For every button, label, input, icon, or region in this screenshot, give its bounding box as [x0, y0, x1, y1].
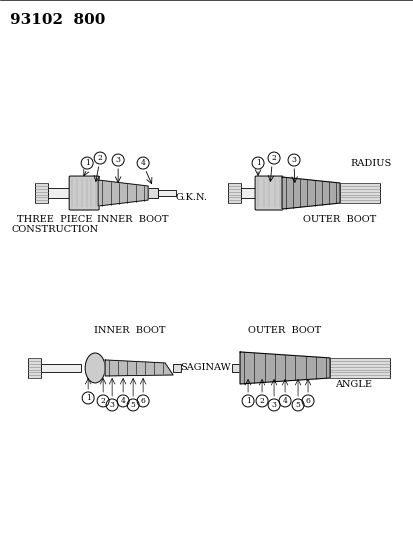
Polygon shape: [240, 352, 329, 384]
Bar: [28, 358, 41, 378]
Bar: [41, 364, 81, 372]
Text: 4: 4: [282, 397, 287, 405]
Polygon shape: [281, 177, 339, 209]
Text: 2: 2: [259, 397, 264, 405]
Text: 4: 4: [121, 397, 125, 405]
FancyBboxPatch shape: [69, 176, 99, 210]
Bar: [339, 183, 379, 203]
Text: 3: 3: [115, 156, 120, 164]
Bar: [35, 183, 48, 203]
Text: G.K.N.: G.K.N.: [175, 192, 206, 201]
Text: 2: 2: [97, 154, 102, 162]
Text: 3: 3: [271, 401, 276, 409]
Bar: [48, 188, 70, 198]
Text: 6: 6: [305, 397, 310, 405]
Text: 3: 3: [109, 401, 114, 409]
Text: RADIUS: RADIUS: [349, 158, 390, 167]
Text: 1: 1: [85, 159, 89, 167]
Bar: [158, 190, 176, 196]
Text: SAGINAW: SAGINAW: [180, 364, 230, 373]
Text: THREE  PIECE
CONSTRUCTION: THREE PIECE CONSTRUCTION: [12, 215, 98, 235]
Bar: [232, 364, 240, 372]
Polygon shape: [98, 180, 148, 206]
Bar: [329, 358, 389, 378]
FancyBboxPatch shape: [254, 176, 282, 210]
Text: ANGLE: ANGLE: [334, 381, 371, 390]
Bar: [240, 188, 256, 198]
Text: OUTER  BOOT: OUTER BOOT: [248, 326, 321, 335]
Text: 2: 2: [100, 397, 105, 405]
Text: INNER  BOOT: INNER BOOT: [97, 215, 169, 224]
Text: OUTER  BOOT: OUTER BOOT: [303, 215, 376, 224]
Bar: [173, 364, 180, 372]
Text: 1: 1: [85, 394, 90, 402]
Polygon shape: [105, 360, 173, 376]
Text: 2: 2: [271, 154, 276, 162]
Ellipse shape: [85, 353, 105, 383]
Text: 93102  800: 93102 800: [10, 13, 105, 27]
Text: 4: 4: [140, 159, 145, 167]
Bar: [228, 183, 240, 203]
Text: INNER  BOOT: INNER BOOT: [94, 326, 166, 335]
Text: 5: 5: [295, 401, 300, 409]
Text: 1: 1: [255, 159, 260, 167]
Text: 5: 5: [131, 401, 135, 409]
Bar: [148, 188, 158, 198]
Text: 1: 1: [245, 397, 250, 405]
Text: 6: 6: [140, 397, 145, 405]
Text: 3: 3: [291, 156, 296, 164]
